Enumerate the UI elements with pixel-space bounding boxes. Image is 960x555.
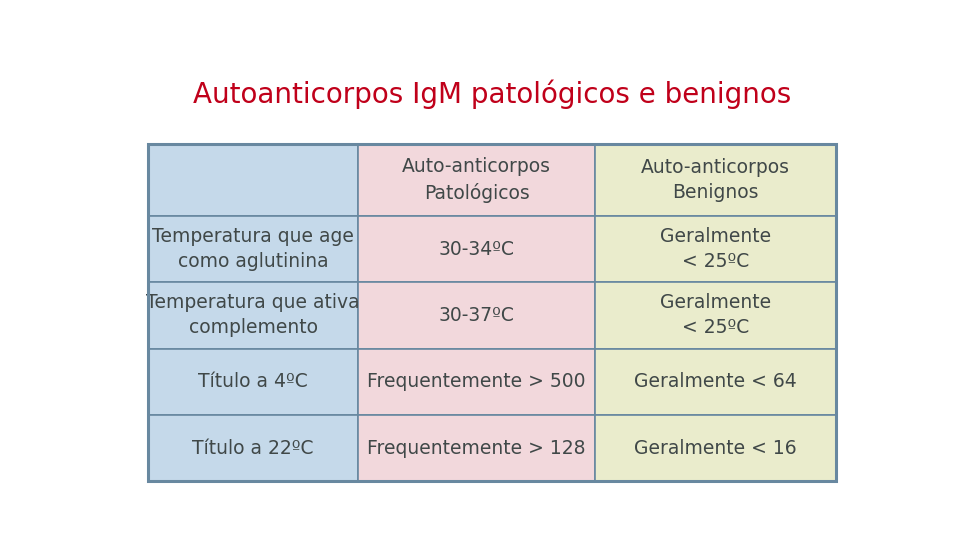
Bar: [358, 349, 595, 415]
Text: Título a 4ºC: Título a 4ºC: [198, 372, 308, 391]
Bar: [148, 415, 358, 481]
Text: Temperatura que age
como aglutinina: Temperatura que age como aglutinina: [153, 227, 354, 271]
Text: Geralmente
< 25ºC: Geralmente < 25ºC: [660, 227, 771, 271]
Bar: [358, 144, 595, 216]
Text: 30-37ºC: 30-37ºC: [439, 306, 515, 325]
Bar: [595, 144, 836, 216]
Bar: [148, 144, 836, 481]
Bar: [148, 144, 358, 216]
Bar: [595, 216, 836, 282]
Bar: [148, 349, 358, 415]
Text: Frequentemente > 500: Frequentemente > 500: [368, 372, 586, 391]
Text: Autoanticorpos IgM patológicos e benignos: Autoanticorpos IgM patológicos e benigno…: [193, 79, 791, 109]
Bar: [358, 415, 595, 481]
Bar: [148, 282, 358, 349]
Text: Auto-anticorpos
Patológicos: Auto-anticorpos Patológicos: [402, 157, 551, 203]
Bar: [358, 216, 595, 282]
Bar: [148, 216, 358, 282]
Text: Geralmente < 16: Geralmente < 16: [635, 438, 797, 457]
Text: Geralmente < 64: Geralmente < 64: [634, 372, 797, 391]
Text: Título a 22ºC: Título a 22ºC: [192, 438, 314, 457]
Text: Geralmente
< 25ºC: Geralmente < 25ºC: [660, 294, 771, 337]
Bar: [595, 282, 836, 349]
Text: 30-34ºC: 30-34ºC: [439, 240, 515, 259]
Bar: [595, 349, 836, 415]
Text: Auto-anticorpos
Benignos: Auto-anticorpos Benignos: [641, 158, 790, 202]
Bar: [595, 415, 836, 481]
Text: Frequentemente > 128: Frequentemente > 128: [368, 438, 586, 457]
Text: Temperatura que ativa
complemento: Temperatura que ativa complemento: [146, 294, 360, 337]
Bar: [358, 282, 595, 349]
